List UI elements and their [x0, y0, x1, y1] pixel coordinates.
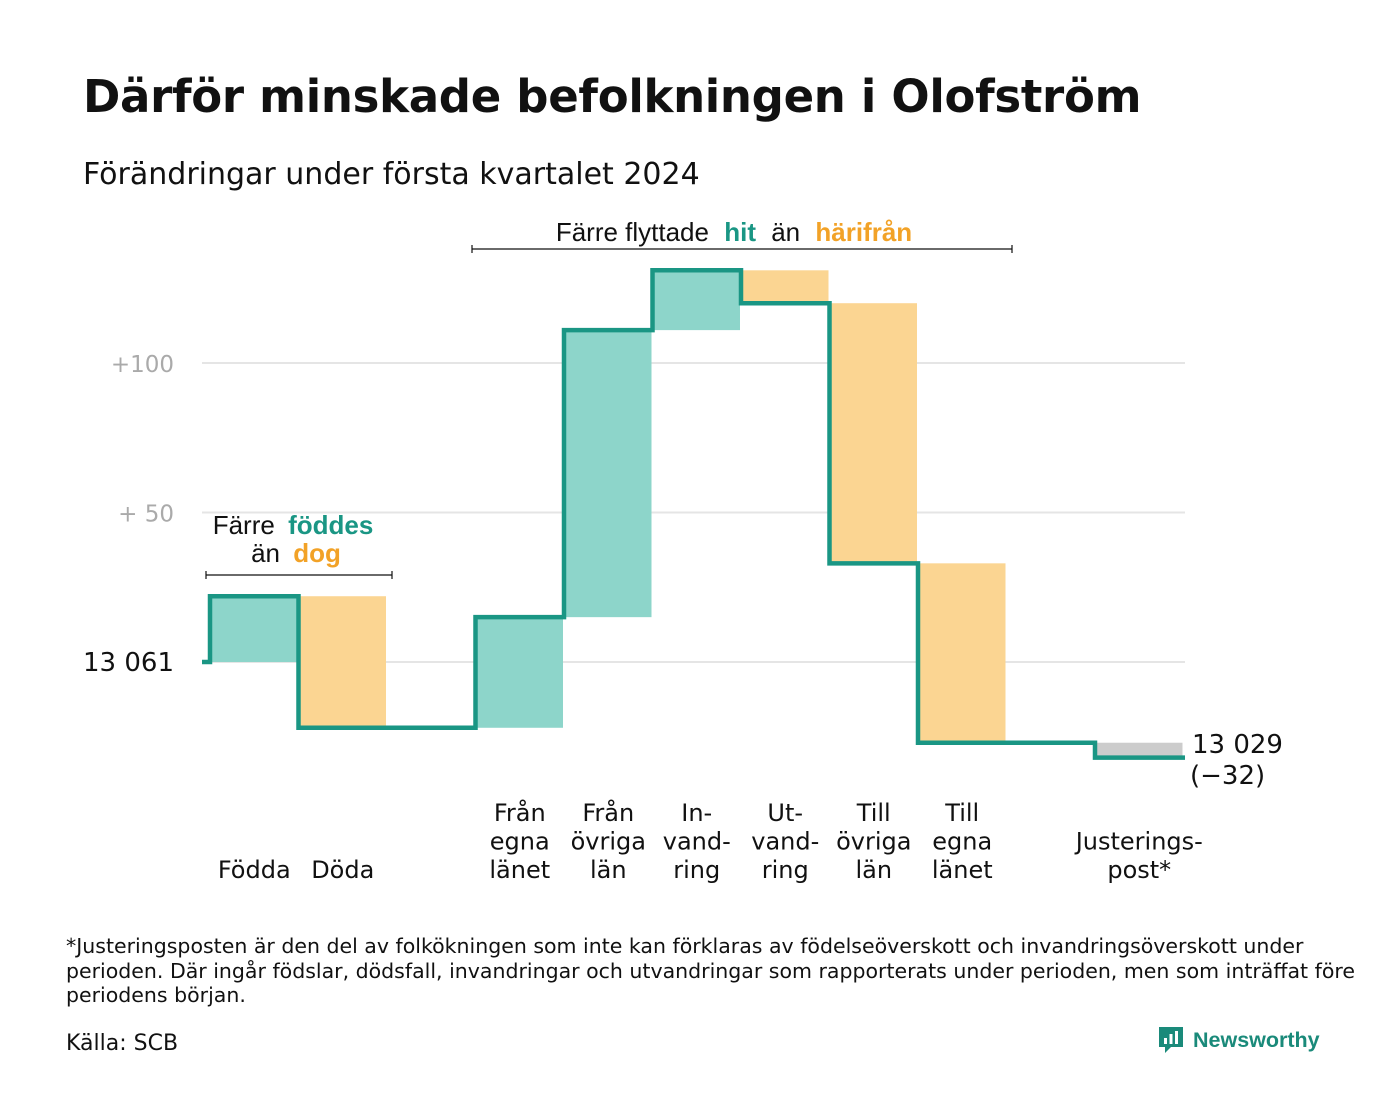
y-tick-label: 13 061 — [83, 648, 174, 678]
category-label: Från — [582, 798, 634, 827]
end-change-label: (−32) — [1190, 761, 1265, 791]
brand-logo: Newsworthy — [1157, 1025, 1320, 1055]
svg-text:Färre föddes: Färre föddes — [213, 510, 374, 540]
category-label: Ut- — [767, 799, 803, 827]
deaths-annot-pre: än — [251, 538, 280, 568]
y-tick-label: + 50 — [118, 502, 174, 528]
category-label: länet — [489, 856, 550, 884]
category-label: Justerings- — [1074, 828, 1203, 856]
category-label: län — [855, 856, 892, 884]
moves-annot-em1: hit — [724, 217, 756, 247]
category-label: Från — [494, 798, 546, 827]
category-label: Till — [944, 799, 979, 827]
bar-4 — [564, 330, 652, 618]
category-label: Döda — [311, 856, 374, 884]
deaths-annot-em: dog — [293, 538, 341, 568]
bar-5 — [652, 270, 740, 331]
svg-text:Färre flyttade hit: Färre flyttade hit än härifrån — [556, 217, 912, 247]
category-label: Till — [856, 799, 891, 827]
category-label: länet — [932, 856, 993, 884]
category-label: In- — [681, 799, 712, 827]
bar-3 — [475, 617, 563, 728]
births-annot-em: föddes — [288, 510, 373, 540]
bar-8 — [918, 563, 1006, 743]
category-label: Födda — [218, 856, 291, 884]
y-tick-label: +100 — [111, 352, 174, 378]
bar-10 — [1095, 742, 1183, 758]
end-value-label: 13 029 — [1192, 730, 1283, 760]
category-label: ring — [673, 856, 720, 884]
category-labels: Födda DödaFrånegnalänetFrånövrigalänIn-va… — [218, 798, 1203, 884]
moves-annotation: Färre flyttade hit än härifrån — [471, 217, 1013, 253]
y-axis-labels: 13 061 + 50 +100 — [83, 352, 174, 678]
chart-subtitle: Förändringar under första kvartalet 2024 — [83, 157, 700, 192]
category-label: övriga — [836, 828, 911, 856]
moves-annot-em2: härifrån — [815, 217, 912, 247]
category-label: ring — [762, 856, 809, 884]
category-label: post* — [1107, 856, 1171, 884]
births-annotation: Färre föddes än dog — [205, 510, 393, 579]
chart-title: Därför minskade befolkningen i Olofström — [83, 70, 1142, 123]
moves-annot-mid: än — [771, 217, 800, 247]
category-label: vand- — [663, 828, 731, 856]
footnote: *Justeringsposten är den del av folkökni… — [66, 934, 1355, 1007]
moves-bracket — [471, 245, 1013, 253]
brand-name: Newsworthy — [1193, 1027, 1320, 1052]
category-label: län — [590, 856, 627, 884]
bar-1 — [298, 596, 386, 728]
source-label: Källa: SCB — [66, 1031, 179, 1056]
category-label: övriga — [571, 828, 646, 856]
category-label: egna — [932, 828, 992, 856]
births-annot-pre: Färre — [213, 510, 275, 540]
bars — [210, 270, 1183, 758]
newsworthy-logo-icon — [1159, 1027, 1183, 1053]
bar-7 — [829, 303, 917, 564]
running-total-line — [202, 268, 1185, 760]
category-label: vand- — [751, 828, 819, 856]
moves-annot-pre: Färre flyttade — [556, 217, 709, 247]
bar-6 — [741, 270, 829, 304]
bar-0 — [210, 596, 298, 662]
births-bracket — [205, 571, 393, 579]
svg-text:än dog: än dog — [251, 538, 341, 568]
category-label: egna — [490, 828, 550, 856]
